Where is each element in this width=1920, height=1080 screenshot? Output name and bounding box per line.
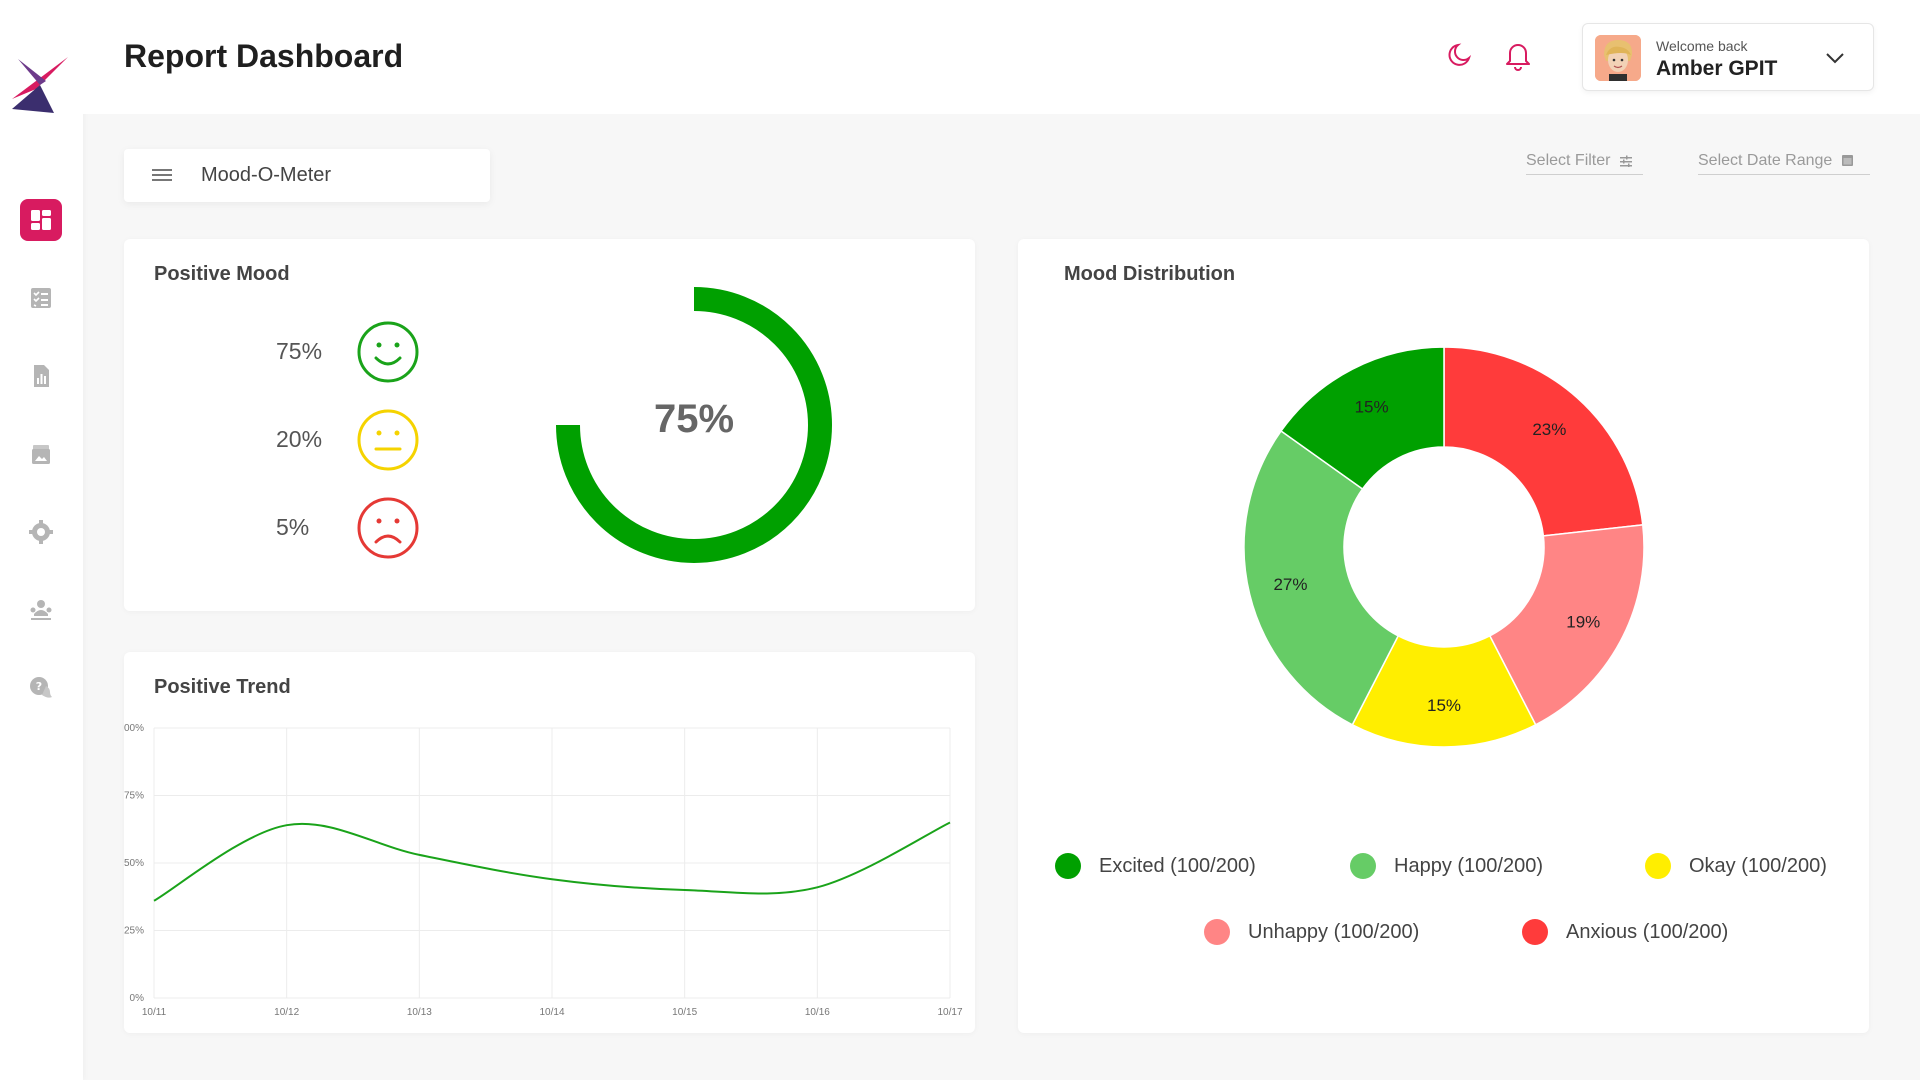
gear-icon xyxy=(29,520,53,544)
positive-trend-card: Positive Trend 0% 25% 50% 75% 100% 10/11 10/12… xyxy=(124,652,975,1033)
donut-slice[interactable] xyxy=(1488,524,1645,726)
nav-gallery[interactable] xyxy=(20,433,62,475)
donut-slice-label: 23% xyxy=(1532,420,1566,439)
donut-slice-label: 15% xyxy=(1355,398,1389,417)
x-tick-label: 10/15 xyxy=(672,1007,697,1018)
legend-okay: Okay (100/200) xyxy=(1645,853,1827,879)
app-logo[interactable] xyxy=(10,55,70,115)
select-filter-label: Select Filter xyxy=(1526,151,1611,169)
neutral-pct: 20% xyxy=(276,426,323,452)
nav-checklist[interactable] xyxy=(20,277,62,319)
legend-dot xyxy=(1204,919,1230,945)
mood-row-neutral: 20% xyxy=(276,408,476,472)
legend-excited: Excited (100/200) xyxy=(1055,853,1256,879)
nav-dashboard[interactable] xyxy=(20,199,62,241)
menu-icon xyxy=(152,169,172,181)
x-tick-label: 10/11 xyxy=(142,1007,167,1018)
x-tick-label: 10/16 xyxy=(805,1007,830,1018)
donut-slice[interactable] xyxy=(1280,346,1445,491)
gauge-arc xyxy=(556,287,832,563)
user-menu[interactable]: Welcome back Amber GPIT xyxy=(1582,23,1874,91)
legend-dot xyxy=(1055,853,1081,879)
y-tick-label: 50% xyxy=(124,858,144,869)
y-tick-label: 0% xyxy=(130,993,145,1004)
y-tick-label: 100% xyxy=(124,723,144,734)
y-tick-label: 25% xyxy=(124,926,144,937)
legend-unhappy: Unhappy (100/200) xyxy=(1204,919,1419,945)
trend-line-chart: 0% 25% 50% 75% 100% 10/11 10/12 10/13 10/14 10/15… xyxy=(124,723,963,1018)
welcome-text: Welcome back xyxy=(1656,38,1748,54)
notifications-button[interactable] xyxy=(1501,38,1535,72)
nav-team[interactable] xyxy=(20,589,62,631)
gauge-label: 75% xyxy=(654,397,734,441)
donut-slice[interactable] xyxy=(1443,346,1644,537)
sliders-icon xyxy=(1620,155,1633,167)
header: Report Dashboard Welcome back Amber GP xyxy=(83,0,1920,114)
smile-face-icon xyxy=(357,321,419,383)
calendar-icon xyxy=(1842,155,1854,166)
username: Amber GPIT xyxy=(1656,57,1778,80)
select-date-range[interactable]: Select Date Range xyxy=(1698,147,1870,175)
negative-pct: 5% xyxy=(276,514,310,540)
donut-slice-label: 19% xyxy=(1566,613,1600,632)
legend-label: Excited (100/200) xyxy=(1099,854,1256,877)
legend-anxious: Anxious (100/200) xyxy=(1522,919,1728,945)
donut-slice[interactable] xyxy=(1243,429,1400,726)
select-filter[interactable]: Select Filter xyxy=(1526,147,1643,175)
moon-icon xyxy=(1448,43,1472,66)
dark-mode-toggle[interactable] xyxy=(1442,38,1476,72)
positive-mood-title: Positive Mood xyxy=(154,263,290,285)
mood-donut-chart: 23% 19% 15% 27% 15% xyxy=(1243,346,1645,748)
nav-reports[interactable] xyxy=(20,355,62,397)
bell-icon xyxy=(1506,44,1530,71)
donut-slice[interactable] xyxy=(1351,634,1537,748)
neutral-face-icon xyxy=(357,409,419,471)
positive-gauge: 75% xyxy=(556,287,832,563)
donut-slice-label: 15% xyxy=(1427,696,1461,715)
x-tick-label: 10/14 xyxy=(539,1007,564,1018)
mood-row-negative: 5% xyxy=(276,496,476,560)
checklist-icon xyxy=(31,288,51,308)
legend-dot xyxy=(1645,853,1671,879)
positive-trend-title: Positive Trend xyxy=(154,676,291,698)
positive-mood-card: Positive Mood 75% 20% 5% 75% xyxy=(124,239,975,611)
team-icon xyxy=(30,600,52,620)
chevron-down-icon xyxy=(1826,53,1844,64)
mood-meter-label: Mood-O-Meter xyxy=(201,164,332,186)
page-title: Report Dashboard xyxy=(124,38,404,74)
legend-label: Unhappy (100/200) xyxy=(1248,920,1420,943)
svg-text:?: ? xyxy=(36,680,42,693)
legend-label: Anxious (100/200) xyxy=(1566,920,1729,943)
donut-slice-label: 27% xyxy=(1273,575,1307,594)
sidebar: ? xyxy=(0,0,83,1080)
legend-dot xyxy=(1350,853,1376,879)
sad-face-icon xyxy=(357,497,419,559)
select-date-label: Select Date Range xyxy=(1698,151,1833,169)
avatar xyxy=(1595,35,1641,81)
mood-row-positive: 75% xyxy=(276,320,476,384)
legend-label: Happy (100/200) xyxy=(1394,854,1543,877)
x-tick-label: 10/17 xyxy=(937,1007,962,1018)
legend-label: Okay (100/200) xyxy=(1689,854,1827,877)
gallery-icon xyxy=(32,445,50,464)
help-chat-icon: ? xyxy=(30,677,52,698)
legend-dot xyxy=(1522,919,1548,945)
mood-distribution-title: Mood Distribution xyxy=(1064,263,1236,285)
nav-help[interactable]: ? xyxy=(20,667,62,709)
x-tick-label: 10/12 xyxy=(274,1007,299,1018)
positive-pct: 75% xyxy=(276,338,323,364)
dashboard-icon xyxy=(31,210,51,230)
mood-meter-selector[interactable]: Mood-O-Meter xyxy=(124,149,490,202)
legend-happy: Happy (100/200) xyxy=(1350,853,1543,879)
report-icon xyxy=(34,365,49,387)
nav-settings[interactable] xyxy=(20,511,62,553)
mood-distribution-card: Mood Distribution 23% 19% 15% 27% 15% Excite… xyxy=(1018,239,1869,1033)
x-tick-label: 10/13 xyxy=(407,1007,432,1018)
y-tick-label: 75% xyxy=(124,791,144,802)
